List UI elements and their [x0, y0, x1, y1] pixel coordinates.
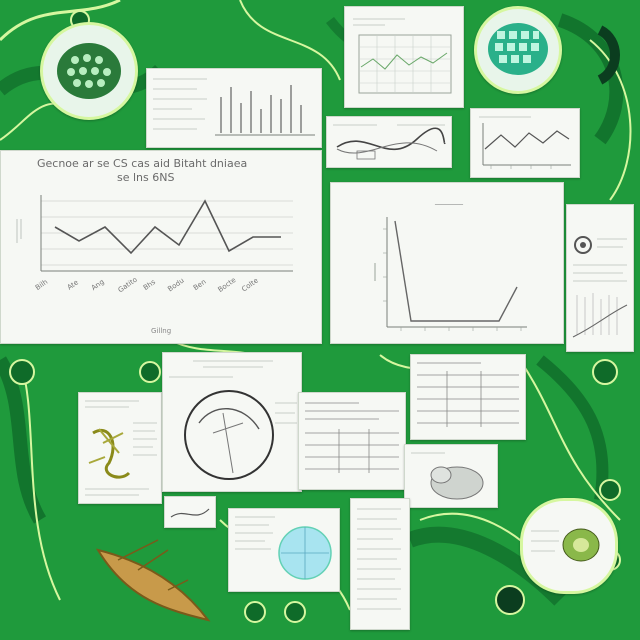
bottom-globe-card — [228, 508, 340, 592]
bottom-right-photo-art — [531, 528, 600, 562]
right-info-card — [566, 204, 634, 352]
top-right-line-card — [470, 108, 580, 178]
right-table-card — [410, 354, 526, 440]
x-label-6: Ben — [191, 277, 208, 293]
top-grid-chart-art — [353, 18, 452, 94]
main-chart-title-line-1: Gecnoe ar se CS cas aid Bitaht dniaea — [37, 157, 248, 170]
top-cell-sphere — [40, 22, 138, 120]
top-curve-card — [326, 116, 452, 168]
x-label-3: Gatito — [116, 275, 139, 295]
right-chart-title: ________ — [435, 197, 463, 205]
top-right-line-art — [479, 116, 571, 169]
bottom-text-card — [350, 498, 410, 630]
main-chart-x-labels: Bilh Ate Ang Gatito Bhs Bodu Ben Bocte C… — [33, 275, 293, 317]
main-chart-bottom-label: Gillng — [151, 327, 172, 335]
left-leaf-art — [85, 400, 157, 496]
center-circle-art — [169, 360, 297, 480]
animal-photo-art — [411, 452, 484, 500]
top-bar-chart-art — [153, 78, 315, 136]
bottom-right-photo-card — [520, 498, 618, 594]
bottom-leaf-illustration — [95, 539, 211, 622]
main-chart-title-line-2: se lns 6NS — [117, 171, 175, 184]
x-label-4: Bhs — [141, 278, 158, 292]
bottom-small-card — [164, 496, 216, 528]
animal-photo-card — [404, 444, 498, 508]
top-curve-art — [333, 124, 446, 160]
bottom-globe-art — [235, 516, 332, 580]
top-grid-chart-card — [344, 6, 464, 108]
x-label-7: Bocte — [216, 275, 238, 295]
main-line-chart-card: Gecnoe ar se CS cas aid Bitaht dniaea se… — [0, 150, 322, 344]
right-info-art — [572, 236, 628, 338]
cell-sphere-art — [57, 43, 121, 99]
center-text-table-card — [298, 392, 406, 490]
center-circle-diagram-card — [162, 352, 302, 492]
bottom-small-art — [170, 508, 210, 518]
x-label-1: Ate — [65, 278, 80, 292]
x-label-0: Bilh — [33, 277, 50, 293]
right-table-art — [417, 362, 519, 427]
right-line-chart-svg — [374, 217, 527, 331]
x-label-8: Colte — [240, 276, 260, 294]
main-line-chart-svg — [16, 195, 293, 272]
right-line-chart-card: ________ — [330, 182, 564, 344]
center-text-table-art — [305, 402, 399, 473]
bottom-text-art — [357, 508, 401, 610]
top-right-cell-sphere — [474, 6, 562, 94]
x-label-5: Bodu — [166, 276, 186, 294]
cell-sphere-art-2 — [488, 23, 548, 75]
x-label-2: Ang — [89, 277, 106, 293]
left-leaf-card — [78, 392, 162, 504]
top-bar-chart-card — [146, 68, 322, 148]
